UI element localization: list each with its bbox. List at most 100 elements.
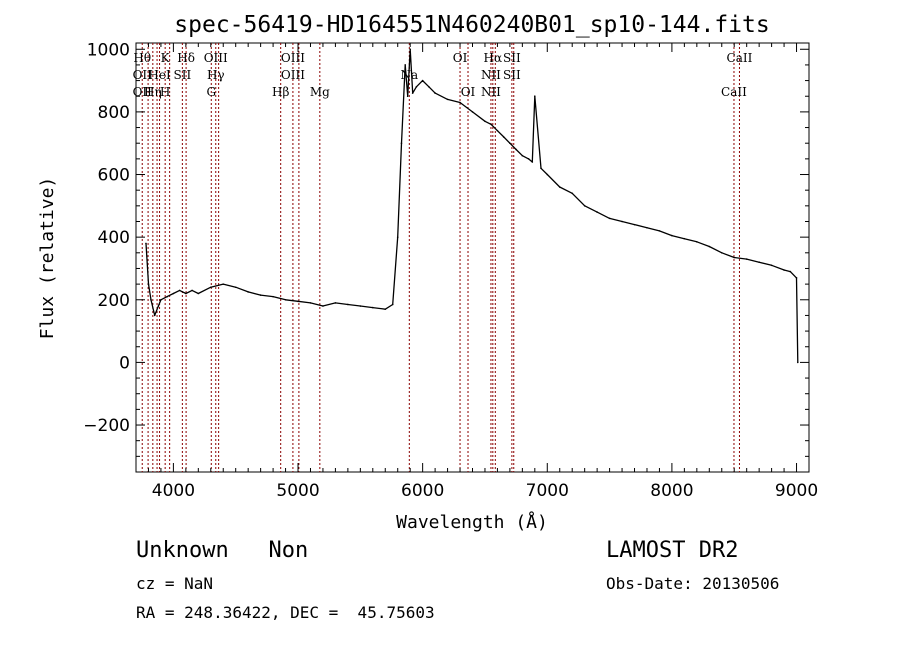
data-point <box>558 186 561 188</box>
data-point <box>145 242 147 245</box>
data-point <box>222 283 225 285</box>
chart-title: spec-56419-HD164551N460240B01_sp10-144.f… <box>174 12 769 38</box>
line-label: Mg <box>310 85 330 99</box>
data-point <box>696 241 698 243</box>
line-label: NII <box>481 85 501 99</box>
line-label: G <box>206 85 216 99</box>
data-point <box>733 256 736 259</box>
x-tick-label: 8000 <box>650 481 693 501</box>
y-tick-label: 0 <box>119 353 130 373</box>
data-point <box>371 306 374 309</box>
line-label: OII <box>133 85 153 99</box>
data-point <box>234 286 237 289</box>
data-point <box>166 295 168 298</box>
data-point <box>411 92 414 94</box>
y-tick-label: −200 <box>83 416 130 436</box>
x-tick-label: 6000 <box>401 481 444 501</box>
line-label: NII <box>481 68 501 82</box>
cz-value: cz = NaN <box>136 574 214 593</box>
data-point <box>646 226 648 229</box>
data-point <box>496 129 499 132</box>
data-point <box>347 303 349 306</box>
data-point <box>621 220 623 223</box>
line-label: CaII <box>727 51 753 65</box>
data-point <box>471 111 474 113</box>
data-point <box>334 302 337 304</box>
data-point <box>789 270 792 273</box>
data-point <box>484 120 486 123</box>
y-tick-label: 600 <box>98 166 130 186</box>
data-point <box>185 292 187 295</box>
x-axis-label: Wavelength (Å) <box>396 511 548 533</box>
y-axis: −200 0 200 400 600 800 1000 <box>83 40 809 457</box>
flux-series <box>145 48 799 364</box>
data-point <box>758 261 760 263</box>
data-point <box>770 264 773 267</box>
data-point <box>571 192 574 195</box>
data-point <box>359 305 362 307</box>
line-label: CaII <box>721 85 747 99</box>
data-point <box>658 230 661 232</box>
data-point <box>197 292 200 295</box>
data-point <box>546 173 549 176</box>
y-tick-label: 800 <box>98 103 130 123</box>
data-point <box>515 148 517 151</box>
data-point <box>795 277 798 279</box>
data-point <box>459 101 461 104</box>
x-axis: 4000 5000 6000 7000 8000 9000 <box>135 43 818 501</box>
data-point <box>720 252 723 254</box>
data-point <box>783 269 785 271</box>
data-point <box>434 92 436 94</box>
data-point <box>172 292 175 295</box>
data-point <box>421 79 424 82</box>
data-point <box>272 295 274 298</box>
data-point <box>683 237 686 240</box>
data-point <box>502 136 505 138</box>
data-point <box>284 298 287 301</box>
data-point <box>428 86 430 88</box>
data-point <box>157 305 160 307</box>
spectral-line-markers <box>141 43 740 472</box>
line-label: Hδ <box>177 51 195 65</box>
x-tick-label: 9000 <box>775 481 818 501</box>
data-point <box>527 158 530 160</box>
obs-date: Obs-Date: 20130506 <box>606 574 780 593</box>
data-point <box>297 300 299 303</box>
data-point <box>396 236 399 238</box>
class-label: Unknown Non <box>136 538 309 563</box>
data-point <box>596 211 598 213</box>
data-point <box>745 258 748 260</box>
data-point <box>406 95 409 98</box>
plot-frame <box>135 42 810 473</box>
data-point <box>391 303 394 306</box>
data-point <box>534 95 536 98</box>
x-tick-label: 5000 <box>276 481 319 501</box>
line-label: OIII <box>204 51 228 65</box>
data-point <box>409 48 411 51</box>
line-label: SII <box>503 68 521 82</box>
data-point <box>153 314 156 317</box>
data-point <box>209 286 212 289</box>
data-point <box>671 234 673 237</box>
data-point <box>446 98 449 101</box>
line-label: SII <box>174 68 192 82</box>
data-point <box>633 223 636 226</box>
line-label: OIII <box>281 51 305 65</box>
data-point <box>309 302 312 304</box>
data-point <box>608 217 611 220</box>
data-point <box>178 289 181 292</box>
data-point <box>191 289 193 292</box>
line-label: OI <box>461 85 476 99</box>
line-label: HeI <box>148 68 171 82</box>
y-axis-label: Flux (relative) <box>37 177 58 340</box>
data-point <box>583 205 586 207</box>
data-point <box>490 123 492 126</box>
data-point <box>796 361 799 364</box>
line-label: SII <box>503 51 521 65</box>
data-point <box>531 161 534 163</box>
data-point <box>247 291 249 293</box>
spectral-line-labels: HθOIIOIIHηHeIKHSIIHδGOIIIHγHβOIIIOIIIMgN… <box>133 51 753 99</box>
data-point <box>540 167 542 170</box>
data-point <box>708 245 711 248</box>
